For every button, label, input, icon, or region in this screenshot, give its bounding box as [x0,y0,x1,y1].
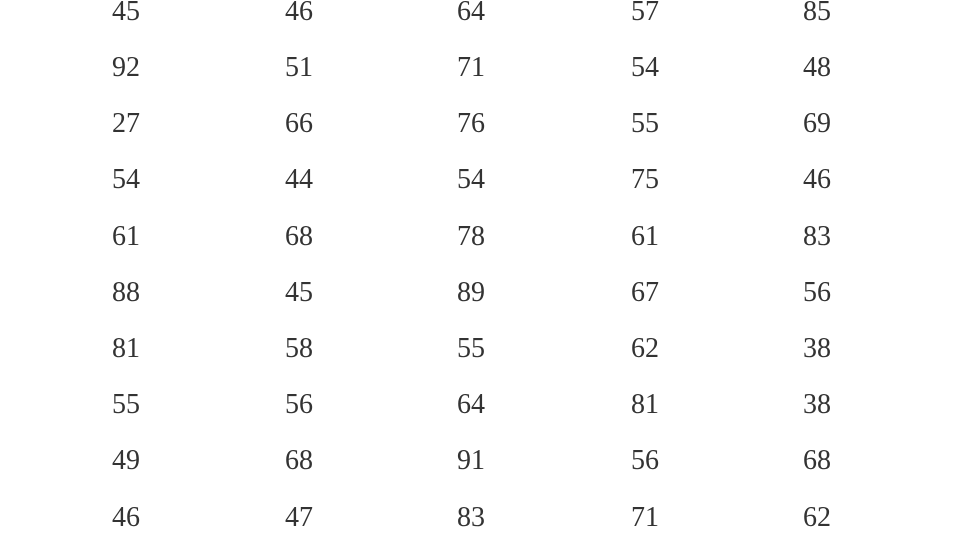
table-cell: 45 [285,277,313,308]
table-row: 46 47 83 71 62 [0,490,960,540]
table-cell: 56 [803,277,831,308]
table-cell: 81 [112,333,140,364]
table-cell: 75 [631,164,659,195]
table-cell: 46 [803,164,831,195]
table-cell: 56 [285,389,313,420]
table-cell: 68 [285,221,313,252]
table-cell: 27 [112,108,140,139]
table-cell: 57 [631,0,659,27]
table-cell: 55 [631,108,659,139]
table-cell: 76 [457,108,485,139]
table-cell: 44 [285,164,313,195]
table-cell: 38 [803,389,831,420]
table-cell: 49 [112,445,140,476]
table-cell: 83 [457,502,485,533]
table-row: 61 68 78 61 83 [0,209,960,265]
table-cell: 61 [631,221,659,252]
table-row: 88 45 89 67 56 [0,265,960,321]
table-cell: 55 [457,333,485,364]
table-cell: 54 [112,164,140,195]
table-cell: 56 [631,445,659,476]
table-cell: 46 [112,502,140,533]
table-cell: 91 [457,445,485,476]
table-cell: 61 [112,221,140,252]
table-cell: 69 [803,108,831,139]
table-cell: 89 [457,277,485,308]
table-cell: 71 [631,502,659,533]
table-cell: 81 [631,389,659,420]
table-cell: 88 [112,277,140,308]
table-cell: 64 [457,0,485,27]
table-cell: 64 [457,389,485,420]
table-cell: 48 [803,52,831,83]
table-cell: 92 [112,52,140,83]
table-row: 81 58 55 62 38 [0,321,960,377]
table-cell: 55 [112,389,140,420]
table-cell: 78 [457,221,485,252]
table-cell: 68 [285,445,313,476]
table-cell: 58 [285,333,313,364]
table-cell: 47 [285,502,313,533]
table-cell: 46 [285,0,313,27]
table-cell: 38 [803,333,831,364]
table-row: 49 68 91 56 68 [0,433,960,489]
table-cell: 85 [803,0,831,27]
table-cell: 62 [631,333,659,364]
table-cell: 71 [457,52,485,83]
table-cell: 54 [457,164,485,195]
table-cell: 62 [803,502,831,533]
table-cell: 51 [285,52,313,83]
table-cell: 67 [631,277,659,308]
table-row: 92 51 71 54 48 [0,40,960,96]
table-row: 27 66 76 55 69 [0,96,960,152]
table-cell: 45 [112,0,140,27]
table-row: 54 44 54 75 46 [0,152,960,208]
table-row: 55 56 64 81 38 [0,377,960,433]
table-cell: 68 [803,445,831,476]
table-cell: 54 [631,52,659,83]
table-row: 45 46 64 57 85 [0,0,960,40]
table-cell: 66 [285,108,313,139]
table-cell: 83 [803,221,831,252]
